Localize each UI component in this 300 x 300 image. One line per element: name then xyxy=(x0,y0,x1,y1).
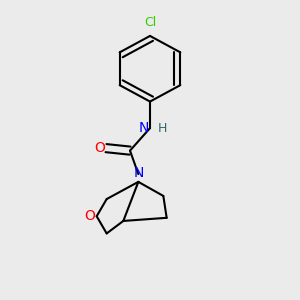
Text: N: N xyxy=(139,121,149,135)
Text: Cl: Cl xyxy=(144,16,156,29)
Text: N: N xyxy=(133,167,143,180)
Text: H: H xyxy=(157,122,167,135)
Text: O: O xyxy=(84,209,95,223)
Text: O: O xyxy=(94,141,105,155)
